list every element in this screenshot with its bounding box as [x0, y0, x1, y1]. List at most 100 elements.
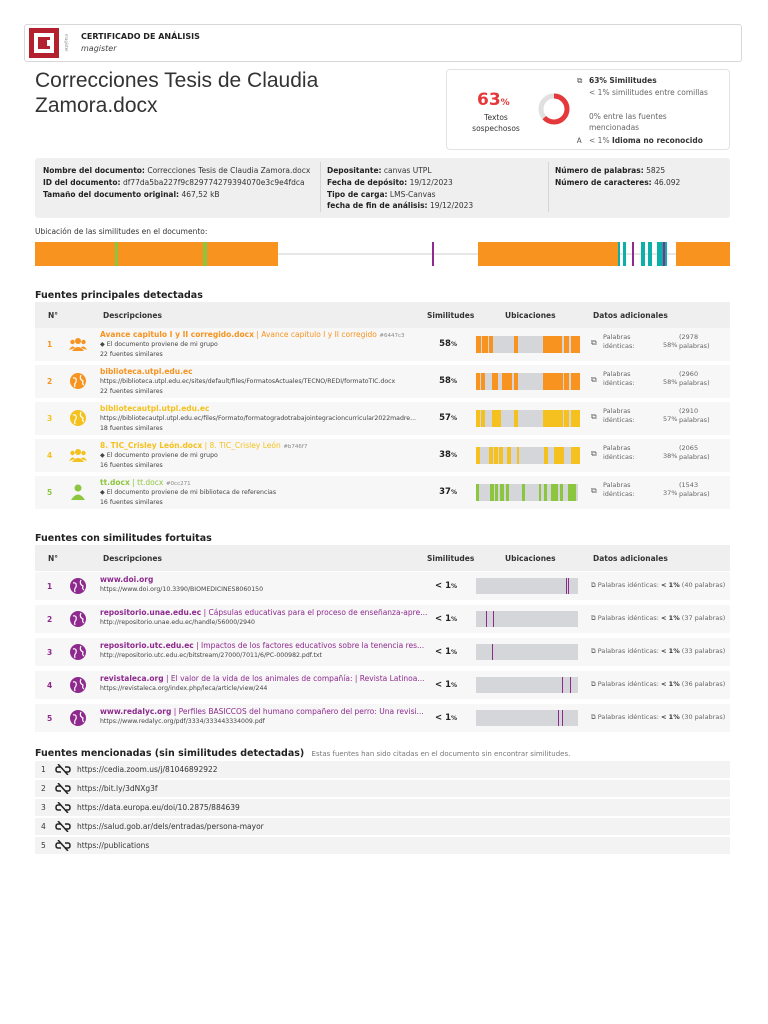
location-segment: [521, 484, 525, 501]
similarity-percent: 37%: [439, 487, 457, 497]
location-segment: [492, 373, 499, 390]
mentioned-source-row[interactable]: 3 https://data.europa.eu/doi/10.2875/884…: [35, 799, 730, 816]
copy-icon: ⧉: [591, 338, 597, 347]
globe-icon: [69, 372, 87, 390]
fortuitous-source-row[interactable]: 5 www.redalyc.org | Perfiles BASICCOS de…: [35, 704, 730, 732]
row-number: 5: [47, 714, 53, 723]
translate-icon: Ꭺ: [577, 136, 583, 145]
source-detail: ◆ El documento proviene de mi grupo: [100, 341, 218, 348]
mentioned-url[interactable]: https://publications: [77, 841, 150, 850]
col-desc: Descripciones: [103, 554, 162, 563]
certificate-subtitle: magister: [81, 44, 117, 53]
similar-sources-count: 22 fuentes similares: [100, 388, 163, 395]
meta-name: Nombre del documento: Correcciones Tesis…: [43, 166, 311, 175]
meta-depositor: Depositante: canvas UTPL: [327, 166, 432, 175]
source-title[interactable]: repositorio.unae.edu.ec | Cápsulas educa…: [100, 608, 428, 617]
main-source-row[interactable]: 2 biblioteca.utpl.edu.ec https://bibliot…: [35, 365, 730, 398]
source-url[interactable]: http://repositorio.unae.edu.ec/handle/56…: [100, 619, 255, 626]
col-loc: Ubicaciones: [505, 311, 556, 320]
source-detail: ◆ El documento proviene de mi biblioteca…: [100, 489, 277, 496]
globe-icon: [69, 676, 87, 694]
similar-sources-count: 18 fuentes similares: [100, 425, 163, 432]
source-title[interactable]: tt.docx | tt.docx #0cc271: [100, 478, 191, 487]
source-detail: ◆ El documento proviene de mi grupo: [100, 452, 218, 459]
main-source-row[interactable]: 1 Avance capitulo I y II corregido.docx …: [35, 328, 730, 361]
source-url[interactable]: http://repositorio.utc.edu.ec/bitstream/…: [100, 652, 322, 659]
location-segment: [489, 447, 494, 464]
similarity-percent: 58%: [439, 376, 457, 386]
location-segment: [570, 447, 581, 464]
row-number: 4: [41, 822, 46, 831]
location-segment: [559, 484, 563, 501]
summary-line-similarities: ⧉ 63% Similitudes: [577, 76, 657, 85]
fortuitous-source-row[interactable]: 4 revistaleca.org | El valor de la vida …: [35, 671, 730, 699]
source-location-bar: [476, 410, 581, 427]
additional-data: ⧉ Palabras idénticas: < 1% (36 palabras): [591, 680, 726, 688]
report-header: magister CERTIFICADO DE ANÁLISIS magiste…: [24, 24, 742, 62]
copy-icon: ⧉: [591, 713, 596, 721]
location-segment: [570, 410, 581, 427]
col-add: Datos adicionales: [593, 554, 668, 563]
group-icon: [69, 446, 87, 464]
source-location-bar: [476, 336, 581, 353]
main-source-row[interactable]: 5 tt.docx | tt.docx #0cc271 ◆ El documen…: [35, 476, 730, 509]
source-title[interactable]: www.doi.org: [100, 575, 154, 584]
copy-icon: ⧉: [591, 412, 597, 421]
location-segment: [553, 447, 564, 464]
row-number: 2: [41, 784, 46, 793]
fortuitous-source-row[interactable]: 3 repositorio.utc.edu.ec | Impactos de l…: [35, 638, 730, 666]
fortuitous-source-row[interactable]: 2 repositorio.unae.edu.ec | Cápsulas edu…: [35, 605, 730, 633]
mentioned-source-row[interactable]: 4 https://salud.gob.ar/dels/entradas/per…: [35, 818, 730, 835]
row-number: 4: [47, 451, 53, 460]
mentioned-url[interactable]: https://data.europa.eu/doi/10.2875/88463…: [77, 803, 240, 812]
location-segment: [544, 484, 548, 501]
source-title[interactable]: Avance capitulo I y II corregido.docx | …: [100, 330, 405, 339]
source-title[interactable]: biblioteca.utpl.edu.ec: [100, 367, 193, 376]
mentioned-source-row[interactable]: 2 https://bit.ly/3dNXg3f: [35, 780, 730, 797]
col-sim: Similitudes: [427, 554, 475, 563]
row-number: 2: [47, 377, 53, 386]
fortuitous-source-row[interactable]: 1 www.doi.org https://www.doi.org/10.339…: [35, 572, 730, 600]
row-number: 4: [47, 681, 53, 690]
mentioned-source-row[interactable]: 5 https://publications: [35, 837, 730, 854]
person-icon: [69, 483, 87, 501]
mentioned-source-row[interactable]: 1 https://cedia.zoom.us/j/81046892922: [35, 761, 730, 778]
source-title[interactable]: repositorio.utc.edu.ec | Impactos de los…: [100, 641, 425, 650]
copy-icon: ⧉: [591, 647, 596, 655]
location-segment: [561, 677, 563, 693]
source-url[interactable]: https://www.doi.org/10.3390/BIOMEDICINES…: [100, 586, 264, 593]
main-source-row[interactable]: 3 bibliotecautpl.utpl.edu.ec https://bib…: [35, 402, 730, 435]
additional-data: ⧉ Palabras idénticas: 57% (2910 palabras…: [591, 407, 710, 424]
additional-data: ⧉ Palabras idénticas: < 1% (30 palabras): [591, 713, 726, 721]
similarity-percent: < 1%: [434, 647, 457, 657]
location-segment: [513, 336, 518, 353]
location-label: Ubicación de las similitudes en el docum…: [35, 227, 208, 236]
source-title[interactable]: 8. TIC_Crisley León.docx | 8. TIC_Crisle…: [100, 441, 308, 450]
location-segment: [551, 484, 558, 501]
fortuitous-sources-title: Fuentes con similitudes fortuitas: [35, 533, 212, 544]
location-segment: [476, 373, 481, 390]
summary-line-language: Ꭺ < 1% Idioma no reconocido: [577, 136, 703, 145]
mentioned-url[interactable]: https://cedia.zoom.us/j/81046892922: [77, 765, 218, 774]
source-url[interactable]: https://revistaleca.org/index.php/leca/a…: [100, 685, 268, 692]
additional-data: ⧉ Palabras idénticas: 58% (2960 palabras…: [591, 370, 710, 387]
location-segment: [493, 611, 495, 627]
source-title[interactable]: revistaleca.org | El valor de la vida de…: [100, 674, 425, 683]
location-segment: [505, 484, 509, 501]
similarity-summary: 63% Textos sospechosos ⧉ 63% Similitudes …: [446, 69, 730, 150]
location-segment: [492, 644, 494, 660]
source-title[interactable]: www.redalyc.org | Perfiles BASICCOS del …: [100, 707, 424, 716]
mentioned-url[interactable]: https://salud.gob.ar/dels/entradas/perso…: [77, 822, 264, 831]
meta-chars: Número de caracteres: 46.092: [555, 178, 681, 187]
location-segment: [570, 336, 581, 353]
similarity-percent: < 1%: [434, 614, 457, 624]
location-segment: [490, 484, 495, 501]
similarity-location-bar: [35, 242, 730, 266]
mentioned-url[interactable]: https://bit.ly/3dNXg3f: [77, 784, 158, 793]
source-url[interactable]: https://www.redalyc.org/pdf/3334/3334433…: [100, 718, 265, 725]
copy-icon: ⧉: [591, 581, 596, 589]
mentioned-sources-title: Fuentes mencionadas (sin similitudes det…: [35, 748, 571, 759]
row-number: 2: [47, 615, 53, 624]
main-source-row[interactable]: 4 8. TIC_Crisley León.docx | 8. TIC_Cris…: [35, 439, 730, 472]
source-title[interactable]: bibliotecautpl.utpl.edu.ec: [100, 404, 210, 413]
